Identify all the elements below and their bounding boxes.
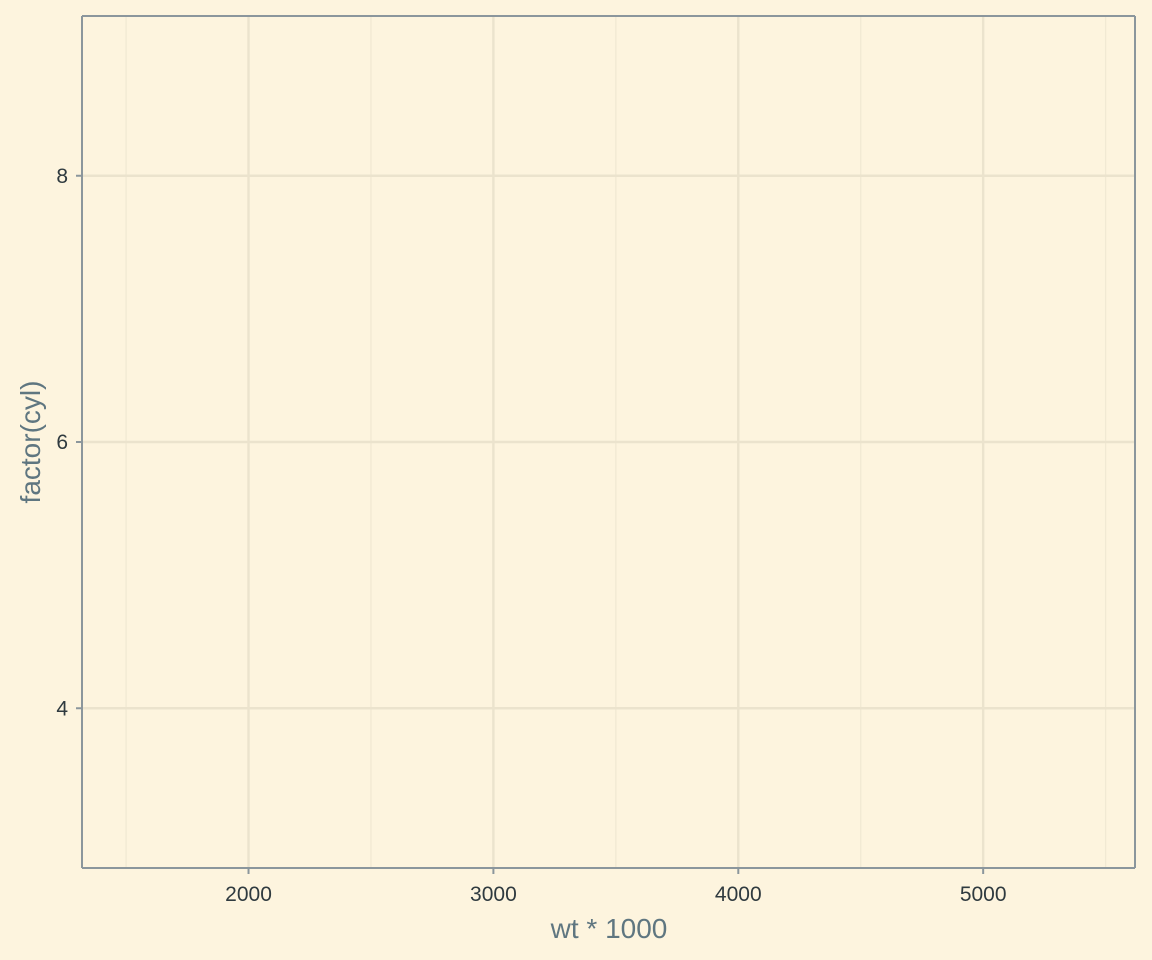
- x-tick-label: 3000: [470, 883, 517, 906]
- tick-labels: 2000 3000 4000 5000 4 6 8: [56, 165, 1006, 906]
- y-tick-label: 4: [56, 697, 68, 720]
- x-axis-title: wt * 1000: [550, 913, 668, 944]
- y-tick-label: 8: [56, 165, 68, 188]
- major-gridlines: [82, 16, 1135, 868]
- axis-ticks: [76, 174, 985, 874]
- y-tick-label: 6: [56, 431, 68, 454]
- x-tick-label: 5000: [960, 883, 1007, 906]
- x-tick-label: 2000: [225, 883, 272, 906]
- y-axis-title: factor(cyl): [15, 381, 46, 504]
- x-tick-label: 4000: [715, 883, 762, 906]
